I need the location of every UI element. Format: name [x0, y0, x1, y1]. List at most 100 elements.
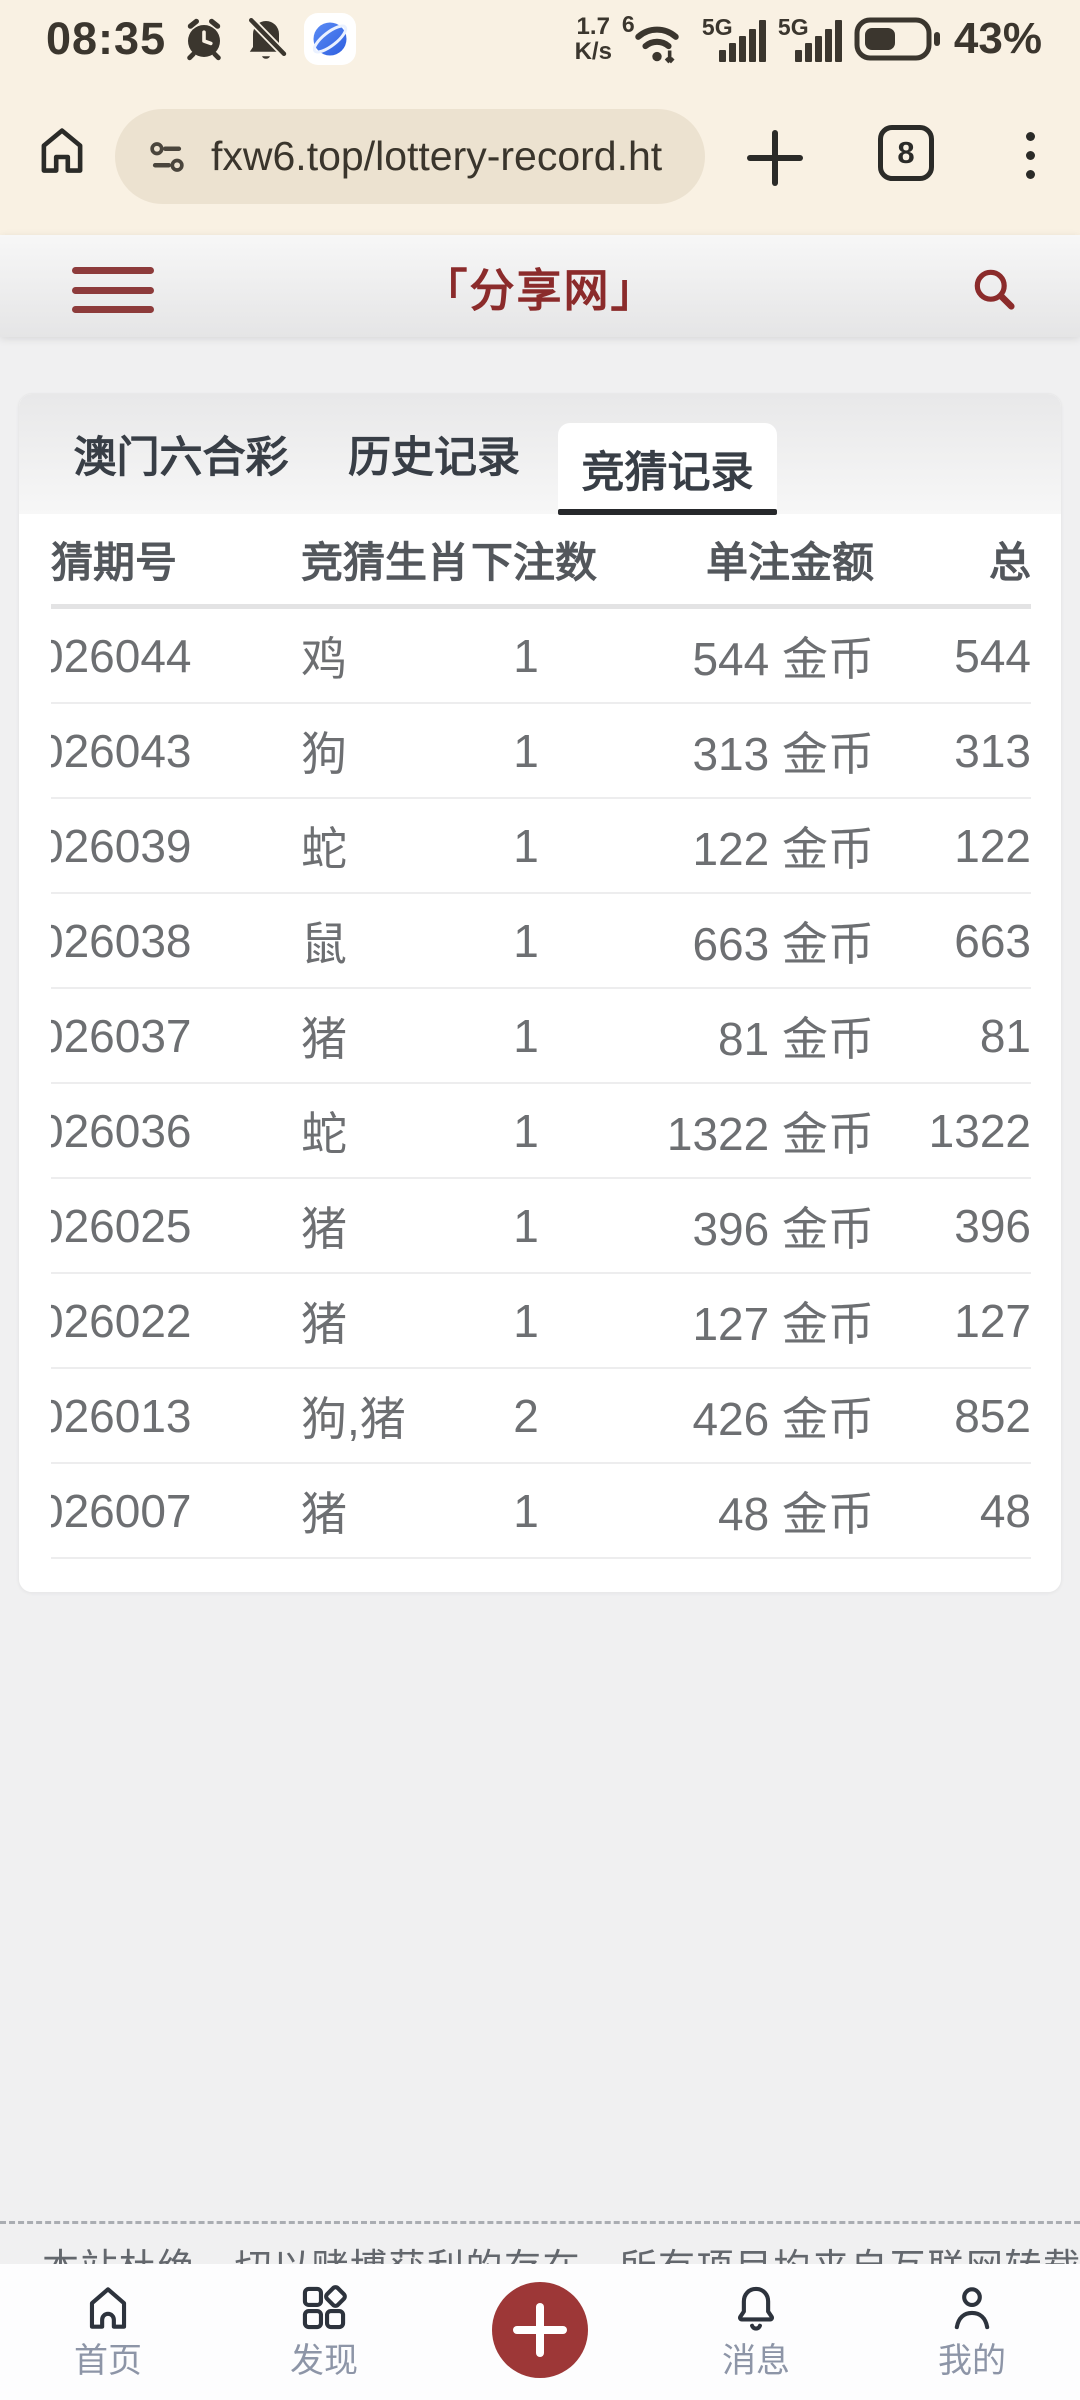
- browser-chrome: 08:35: [0, 0, 1080, 235]
- nav-label: 发现: [290, 2342, 358, 2380]
- clock-time: 08:35: [46, 13, 167, 64]
- nav-item-add: [432, 2264, 648, 2400]
- bets-cell: 1: [513, 819, 539, 872]
- bets-cell: 1: [513, 1199, 539, 1252]
- total-cell: 396: [954, 1199, 1031, 1252]
- table-row: 026007 猪 1 48 金币 48: [51, 1464, 1031, 1559]
- amount-cell: 544 金币: [692, 632, 874, 685]
- nav-item-home[interactable]: 首页: [0, 2264, 216, 2400]
- issue-cell: 026037: [51, 1009, 192, 1062]
- record-table: 猜期号 竞猜生肖 下注数 单注金额 总 026044 鸡 1 544 金币 544 026…: [51, 514, 1031, 1559]
- table-row: 026038 鼠 1 663 金币 663: [51, 894, 1031, 989]
- active-tab-indicator: [558, 509, 777, 515]
- bets-cell: 1: [513, 1009, 539, 1062]
- menu-button[interactable]: [72, 267, 154, 313]
- site-controls-icon[interactable]: [145, 135, 189, 179]
- alarm-icon: [180, 15, 228, 63]
- house-icon: [82, 2282, 134, 2334]
- table-row: 026025 猪 1 396 金币 396: [51, 1179, 1031, 1274]
- tab-label: 历史记录: [348, 434, 520, 482]
- site-header: 「分享网」: [0, 235, 1080, 337]
- browser-menu-button[interactable]: [1008, 125, 1052, 185]
- nav-item-profile[interactable]: 我的: [864, 2264, 1080, 2400]
- table-rows: 026044 鸡 1 544 金币 544 026043 狗 1 313 金币 313 026039…: [51, 609, 1031, 1559]
- total-cell: 1322: [928, 1104, 1031, 1157]
- nav-item-messages[interactable]: 消息: [648, 2264, 864, 2400]
- site-title: 「分享网」: [422, 264, 658, 316]
- table-row: 026044 鸡 1 544 金币 544: [51, 609, 1031, 704]
- issue-cell: 026013: [51, 1389, 192, 1442]
- cell-signal-1-icon: 5G: [702, 12, 766, 66]
- total-cell: 127: [954, 1294, 1031, 1347]
- table-row: 026022 猪 1 127 金币 127: [51, 1274, 1031, 1369]
- bets-cell: 2: [513, 1389, 539, 1442]
- header-amount: 单注金额: [705, 538, 874, 586]
- zodiac-cell: 蛇: [301, 822, 347, 875]
- battery-percent: 43%: [953, 14, 1042, 63]
- table-row: 026013 狗,猪 2 426 金币 852: [51, 1369, 1031, 1464]
- issue-cell: 026039: [51, 819, 192, 872]
- issue-cell: 026038: [51, 914, 192, 967]
- zodiac-cell: 蛇: [301, 1107, 347, 1160]
- browser-app-icon: [304, 13, 357, 65]
- tab-macau-lottery[interactable]: 澳门六合彩: [61, 394, 301, 514]
- bets-cell: 1: [513, 914, 539, 967]
- issue-cell: 026022: [51, 1294, 192, 1347]
- new-tab-button[interactable]: [735, 118, 815, 198]
- zodiac-cell: 鼠: [301, 917, 347, 970]
- header-total: 总: [988, 538, 1031, 586]
- table-header-row: 猜期号 竞猜生肖 下注数 单注金额 总: [51, 514, 1031, 609]
- zodiac-cell: 狗,猪: [301, 1392, 406, 1445]
- zodiac-cell: 狗: [301, 727, 347, 780]
- issue-cell: 026036: [51, 1104, 192, 1157]
- home-button[interactable]: [30, 118, 94, 182]
- add-button[interactable]: [492, 2282, 588, 2378]
- header-bets: 下注数: [471, 538, 598, 586]
- wifi-icon: 6: [622, 11, 690, 67]
- header-zodiac: 竞猜生肖: [301, 538, 470, 586]
- header-issue: 猜期号: [51, 538, 178, 586]
- total-cell: 48: [979, 1484, 1031, 1537]
- amount-cell: 122 金币: [692, 822, 874, 875]
- total-cell: 313: [954, 724, 1031, 777]
- total-cell: 122: [954, 819, 1031, 872]
- nav-item-discover[interactable]: 发现: [216, 2264, 432, 2400]
- amount-cell: 313 金币: [692, 727, 874, 780]
- amount-cell: 81 金币: [718, 1012, 874, 1065]
- bets-cell: 1: [513, 1104, 539, 1157]
- tab-label: 澳门六合彩: [73, 434, 289, 482]
- issue-cell: 026007: [51, 1484, 192, 1537]
- tab-history[interactable]: 历史记录: [339, 394, 529, 514]
- total-cell: 852: [954, 1389, 1031, 1442]
- network-speed: 1.7 K/s: [574, 13, 612, 65]
- zodiac-cell: 猪: [301, 1202, 347, 1255]
- issue-cell: 026044: [51, 629, 192, 682]
- nav-label: 首页: [74, 2342, 142, 2380]
- total-cell: 544: [954, 629, 1031, 682]
- discover-grid-icon: [298, 2282, 350, 2334]
- nav-label: 消息: [722, 2342, 790, 2380]
- bets-cell: 1: [513, 1294, 539, 1347]
- zodiac-cell: 猪: [301, 1012, 347, 1065]
- bets-cell: 1: [513, 1484, 539, 1537]
- tab-guess-record[interactable]: 竞猜记录: [558, 423, 777, 514]
- amount-cell: 127 金币: [692, 1297, 874, 1350]
- search-button[interactable]: [966, 261, 1022, 317]
- tab-switcher-button[interactable]: 8: [878, 125, 934, 181]
- amount-cell: 426 金币: [692, 1392, 874, 1445]
- status-bar: 08:35: [0, 0, 1080, 78]
- notifications-off-icon: [242, 15, 290, 63]
- table-row: 026036 蛇 1 1322 金币 1322: [51, 1084, 1031, 1179]
- address-field[interactable]: fxw6.top/lottery-record.ht: [115, 109, 705, 204]
- url-text: fxw6.top/lottery-record.ht: [211, 133, 663, 179]
- issue-cell: 026043: [51, 724, 192, 777]
- tab-label: 竞猜记录: [581, 448, 754, 497]
- person-icon: [946, 2282, 998, 2334]
- total-cell: 663: [954, 914, 1031, 967]
- table-row: 026043 狗 1 313 金币 313: [51, 704, 1031, 799]
- total-cell: 81: [979, 1009, 1031, 1062]
- url-bar: fxw6.top/lottery-record.ht 8: [0, 78, 1080, 235]
- nav-label: 我的: [938, 2342, 1006, 2380]
- issue-cell: 026025: [51, 1199, 192, 1252]
